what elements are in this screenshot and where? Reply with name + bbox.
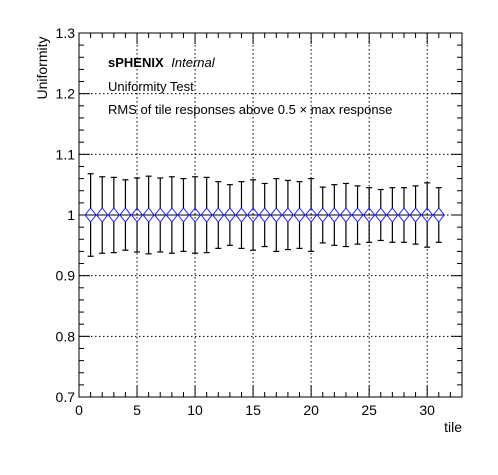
diamond-marker [386, 207, 399, 223]
data-point [258, 182, 271, 248]
diamond-marker [130, 207, 144, 223]
data-point [432, 187, 445, 243]
diamond-marker [235, 207, 248, 223]
x-tick-label: 30 [419, 402, 435, 418]
data-point [235, 181, 248, 249]
diamond-marker [258, 207, 271, 223]
data-point [374, 188, 387, 242]
x-tick-label: 25 [361, 402, 377, 418]
data-point [165, 176, 178, 254]
diamond-marker [165, 207, 178, 223]
data-point [281, 179, 295, 251]
diamond-marker [107, 207, 120, 223]
y-tick-label: 1.2 [56, 86, 76, 102]
diamond-marker [246, 207, 260, 223]
data-series [84, 173, 445, 257]
diamond-marker [270, 207, 283, 223]
diamond-marker [432, 207, 445, 223]
x-tick-label: 15 [245, 402, 261, 418]
data-point [142, 175, 155, 255]
x-tick-label: 20 [303, 402, 319, 418]
data-point [223, 184, 237, 246]
diamond-marker [316, 207, 329, 223]
diamond-marker [397, 207, 411, 223]
data-point [84, 173, 97, 257]
y-tick-label: 1.1 [56, 146, 76, 162]
data-point [154, 177, 167, 253]
diamond-marker [200, 207, 213, 223]
diamond-marker [223, 207, 237, 223]
annotation-line-1: Uniformity Test [108, 79, 194, 94]
status-label: Internal [171, 55, 215, 70]
data-point [200, 176, 213, 254]
diamond-marker [363, 207, 376, 223]
diamond-marker [119, 207, 132, 223]
data-point [339, 182, 353, 248]
x-tick-label: 5 [133, 402, 141, 418]
data-point [328, 184, 341, 246]
data-point [130, 177, 144, 253]
diamond-marker [212, 207, 225, 223]
data-point [409, 185, 422, 245]
diamond-marker [96, 207, 109, 223]
tick-labels: 0 5 10 15 20 25 30 0.7 0.8 0.9 1 1.1 1.2 1.3 [56, 25, 436, 418]
diamond-marker [177, 207, 190, 223]
data-point [177, 178, 190, 252]
x-axis-title: tile [444, 419, 462, 435]
data-point [316, 186, 329, 244]
diamond-marker [328, 207, 341, 223]
diamond-marker [339, 207, 353, 223]
data-point [270, 178, 283, 252]
y-tick-label: 1 [67, 207, 75, 223]
grid [79, 33, 462, 397]
diamond-marker [142, 207, 155, 223]
data-point [351, 185, 364, 245]
diamond-marker [154, 207, 167, 223]
data-point [119, 179, 132, 251]
diamond-marker [351, 207, 364, 223]
experiment-name: sPHENIX [108, 55, 164, 70]
data-point [246, 179, 260, 251]
x-tick-label: 10 [187, 402, 203, 418]
y-tick-label: 0.8 [56, 328, 76, 344]
diamond-marker [84, 207, 97, 223]
x-tick-label: 0 [75, 402, 83, 418]
diamond-marker [293, 207, 306, 223]
plot-frame [78, 32, 463, 398]
data-point [188, 176, 202, 254]
data-point [363, 187, 376, 243]
y-tick-label: 0.9 [56, 268, 76, 284]
data-point [397, 187, 411, 243]
y-tick-label: 0.7 [56, 389, 76, 405]
diamond-marker [281, 207, 295, 223]
diamond-marker [421, 207, 434, 223]
experiment-label-line: sPHENIX Internal [108, 55, 216, 70]
data-point [421, 182, 434, 248]
diamond-marker [188, 207, 202, 223]
data-point [212, 181, 225, 249]
data-point [293, 181, 306, 249]
annotation-line-2: RMS of tile responses above 0.5 × max re… [108, 102, 392, 117]
data-point [107, 176, 120, 254]
y-tick-label: 1.3 [56, 25, 76, 41]
diamond-marker [374, 207, 387, 223]
diamond-marker [304, 207, 318, 223]
data-point [304, 178, 318, 252]
data-point [96, 176, 109, 254]
y-axis-title: Uniformity [34, 36, 50, 99]
data-point [386, 187, 399, 243]
diamond-marker [409, 207, 422, 223]
